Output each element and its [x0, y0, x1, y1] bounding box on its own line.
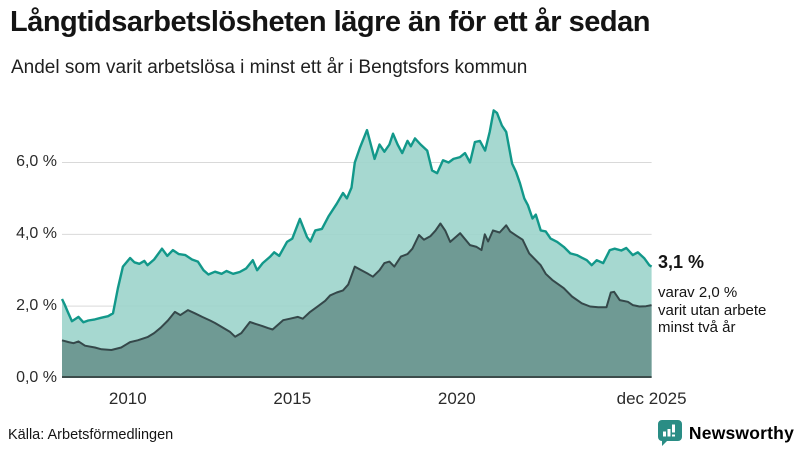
annotation-line: varit utan arbete: [658, 301, 767, 319]
x-tick-label: 2020: [437, 389, 476, 408]
x-tick-label: dec 2025: [616, 389, 687, 408]
page-title: Långtidsarbetslösheten lägre än för ett …: [10, 6, 650, 38]
y-tick-label: 2,0 %: [16, 297, 57, 315]
brand-name: Newsworthy: [688, 423, 794, 443]
annotation-line: varav 2,0 %: [658, 284, 738, 301]
newsworthy-logo-icon: [657, 420, 682, 446]
line-min-two-years: [61, 222, 652, 351]
x-tick-label: 2010: [108, 389, 147, 408]
end-value-label: 3,1 %: [658, 252, 705, 272]
y-tick-label: 6,0 %: [16, 153, 57, 171]
chart-subtitle: Andel som varit arbetslösa i minst ett å…: [11, 57, 528, 78]
x-tick-label: 2015: [273, 389, 312, 408]
source-caption: Källa: Arbetsförmedlingen: [8, 427, 174, 443]
area-min-two-years: [62, 223, 652, 378]
end-value-annotation: 3,1 % varav 2,0 % varit utan arbete mins…: [658, 252, 798, 337]
newsworthy-logo: Newsworthy: [657, 420, 794, 447]
y-tick-label: 4,0 %: [16, 225, 57, 243]
y-tick-label: 0,0 %: [16, 369, 57, 386]
annotation-line: minst två år: [658, 319, 736, 336]
line-min-one-year: [60, 109, 653, 324]
